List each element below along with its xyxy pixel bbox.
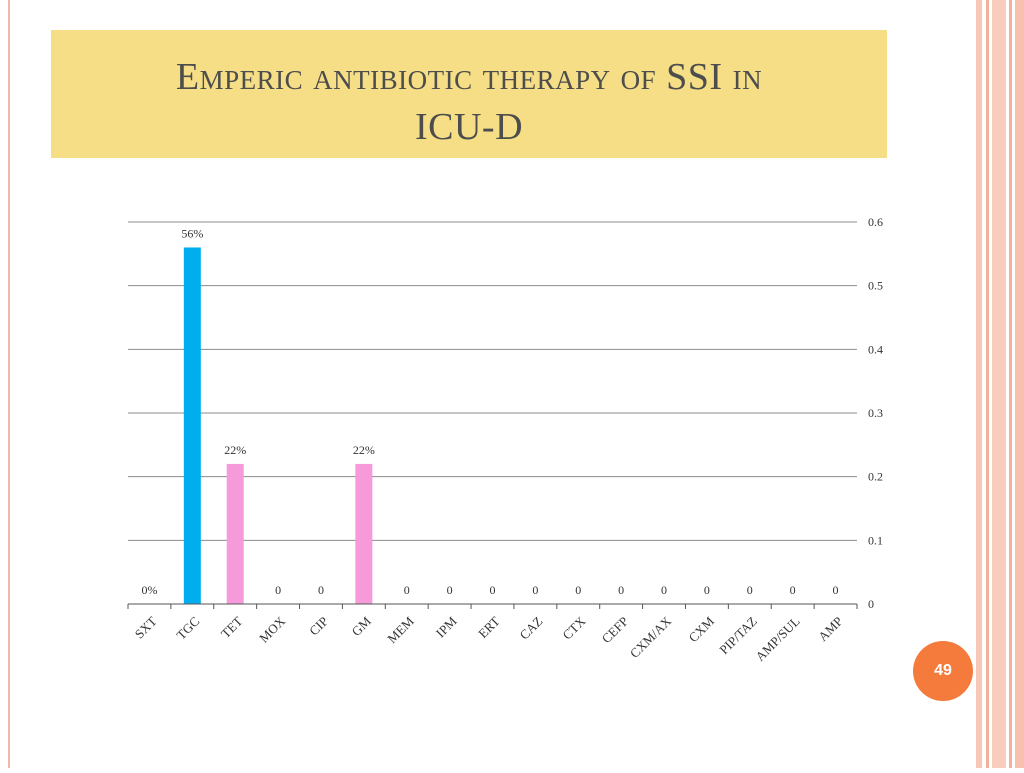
x-tick-label: CAZ xyxy=(517,613,546,642)
y-tick-label: 0.1 xyxy=(868,533,883,547)
x-tick-label: CIP xyxy=(306,614,331,639)
x-tick-label: MEM xyxy=(384,613,417,646)
x-tick-label: TGC xyxy=(173,614,202,643)
data-label: 0 xyxy=(404,583,410,597)
data-label: 0 xyxy=(447,583,453,597)
y-tick-label: 0 xyxy=(868,597,874,611)
page-number-badge: 49 xyxy=(913,641,973,701)
x-tick-label: SXT xyxy=(132,613,160,641)
y-tick-label: 0.4 xyxy=(868,342,883,356)
slide-title-line-2: ICU-D xyxy=(414,106,524,148)
x-tick-label: CXM xyxy=(685,613,717,645)
y-tick-label: 0.2 xyxy=(868,470,883,484)
x-tick-label: TET xyxy=(218,613,245,640)
data-label: 22% xyxy=(353,443,375,457)
bar-tgc xyxy=(183,247,201,604)
x-tick-label: IPM xyxy=(433,613,460,640)
data-label: 56% xyxy=(181,226,203,240)
data-label: 0 xyxy=(747,583,753,597)
left-border-line xyxy=(8,0,10,768)
x-tick-label: ERT xyxy=(475,613,502,640)
y-tick-label: 0.5 xyxy=(868,279,883,293)
x-tick-label: PIP/TAZ xyxy=(716,613,760,657)
x-tick-label: CEFP xyxy=(599,614,632,647)
data-label: 0 xyxy=(575,583,581,597)
x-tick-label: CXM/AX xyxy=(627,613,675,661)
data-label: 0 xyxy=(490,583,496,597)
data-label: 0 xyxy=(790,583,796,597)
bar-tet xyxy=(226,463,244,604)
data-label: 0 xyxy=(532,583,538,597)
y-tick-label: 0.3 xyxy=(868,406,883,420)
data-label: 0 xyxy=(618,583,624,597)
data-label: 0% xyxy=(141,583,157,597)
data-label: 0 xyxy=(704,583,710,597)
x-tick-label: AMP xyxy=(815,614,846,645)
data-label: 0 xyxy=(275,583,281,597)
x-tick-label: MOX xyxy=(256,613,288,645)
right-decorative-stripes xyxy=(976,0,1024,768)
y-tick-label: 0.6 xyxy=(868,215,883,229)
x-tick-label: GM xyxy=(349,613,375,639)
x-tick-label: AMP/SUL xyxy=(752,613,802,663)
slide-title-line-1: Emperic antibiotic therapy of SSI in xyxy=(175,56,763,98)
x-tick-label: CTX xyxy=(559,613,588,642)
slide-title-banner: Emperic antibiotic therapy of SSI in ICU… xyxy=(51,30,887,158)
bar-gm xyxy=(355,463,373,604)
data-label: 22% xyxy=(224,443,246,457)
data-label: 0 xyxy=(661,583,667,597)
data-label: 0 xyxy=(318,583,324,597)
data-label: 0 xyxy=(833,583,839,597)
